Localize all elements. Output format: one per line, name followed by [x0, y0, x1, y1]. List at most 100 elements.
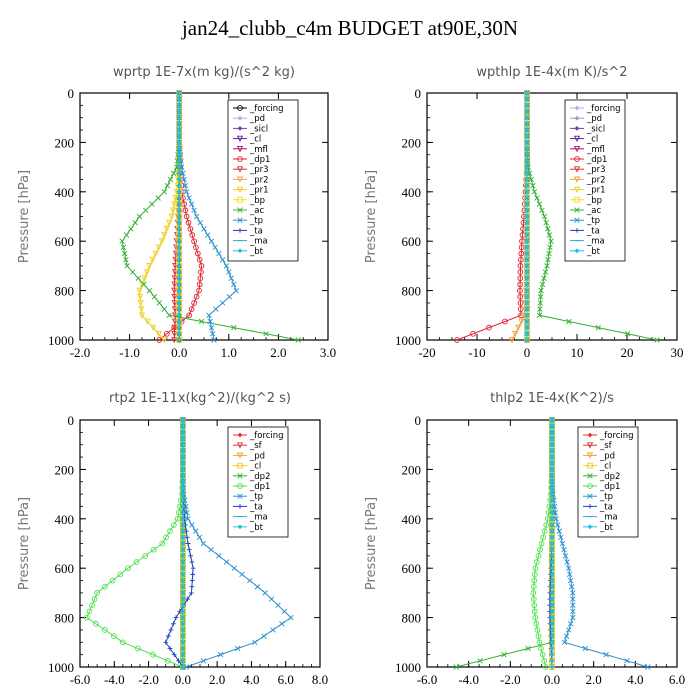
legend-label: _sicl	[586, 124, 605, 134]
legend-label: _ma	[249, 513, 268, 523]
legend-marker	[574, 248, 580, 254]
data-point	[111, 633, 117, 639]
data-point	[254, 584, 261, 590]
data-point	[524, 226, 530, 232]
data-point	[205, 232, 211, 238]
data-point	[176, 90, 182, 96]
data-point	[180, 510, 186, 516]
data-point	[549, 609, 555, 614]
data-point	[524, 331, 530, 337]
legend-label: _ma	[586, 237, 605, 247]
data-point	[216, 553, 222, 559]
legend-marker	[237, 504, 243, 509]
y-axis-label: Pressure [hPa]	[17, 497, 32, 590]
data-point	[193, 293, 200, 300]
data-point	[288, 614, 294, 621]
legend-marker	[587, 504, 593, 509]
data-point	[180, 621, 186, 627]
legend-box	[564, 99, 626, 262]
x-tick-label: -20	[418, 345, 435, 360]
data-point	[565, 627, 572, 633]
data-point	[532, 565, 539, 572]
data-point	[196, 534, 203, 541]
data-point	[166, 312, 172, 319]
data-point	[193, 244, 199, 251]
legend-marker	[237, 115, 243, 121]
x-tick-label: 1.0	[221, 345, 237, 360]
data-point	[549, 615, 555, 620]
data-point	[549, 664, 555, 670]
y-tick-label: 600	[402, 234, 422, 249]
data-point	[549, 547, 555, 553]
data-point	[558, 534, 564, 541]
legend: _forcing_pd_sicl_cl_mfl_dp1_pr3_pr2_pr1_…	[227, 99, 299, 262]
data-point	[624, 658, 630, 664]
data-point	[268, 596, 275, 602]
data-point	[531, 189, 538, 195]
legend-marker	[236, 186, 244, 194]
legend-label: _tp	[599, 492, 613, 502]
data-point	[219, 257, 226, 263]
data-point	[180, 590, 186, 596]
data-point	[180, 584, 186, 590]
data-point	[109, 577, 116, 584]
data-point	[180, 565, 186, 571]
x-tick-label: -1.0	[119, 345, 140, 360]
data-point	[549, 627, 555, 633]
legend-label: _ma	[599, 513, 618, 523]
data-point	[549, 497, 555, 503]
data-point	[486, 324, 492, 331]
data-point	[86, 608, 93, 615]
legend-label: _pd	[249, 451, 265, 461]
data-point	[180, 467, 186, 472]
data-point	[189, 559, 195, 565]
legend-marker	[236, 166, 244, 173]
data-point	[180, 170, 186, 176]
legend-marker	[237, 524, 243, 530]
data-point	[171, 300, 178, 307]
data-point	[188, 553, 193, 559]
y-tick-label: 0	[68, 413, 75, 428]
data-point	[161, 306, 168, 312]
data-point	[171, 652, 177, 658]
data-point	[171, 318, 179, 325]
legend-marker	[587, 483, 593, 489]
chart-panel-4: thlp2 1E-4x(K^2)/s Pressure [hPa] -6.0 -4.0…	[364, 391, 685, 687]
data-point	[163, 225, 170, 233]
y-tick-label: 200	[55, 135, 75, 150]
legend-label: _bp	[586, 196, 602, 206]
data-point	[508, 337, 516, 344]
data-point	[198, 269, 204, 275]
panel-title: thlp2 1E-4x(K^2)/s	[490, 391, 614, 406]
data-point	[194, 250, 201, 257]
data-point	[524, 337, 530, 343]
data-point	[180, 491, 186, 497]
data-point	[201, 226, 207, 232]
legend-marker	[573, 145, 581, 153]
x-tick-label: -10	[468, 345, 485, 360]
data-point	[223, 559, 230, 565]
data-point	[143, 269, 151, 276]
y-tick-label: 400	[402, 512, 422, 527]
x-tick-label: 6.0	[669, 672, 685, 687]
data-point	[168, 213, 175, 220]
data-point	[192, 528, 199, 534]
data-point	[524, 152, 530, 158]
data-point	[524, 312, 530, 318]
x-tick-label: 6.0	[278, 672, 294, 687]
data-point	[603, 651, 609, 658]
data-point	[517, 281, 523, 288]
series-bt	[176, 90, 182, 343]
data-point	[553, 516, 559, 522]
legend-label: _cl	[249, 462, 261, 472]
data-point	[546, 232, 553, 238]
data-point	[180, 646, 186, 651]
data-point	[176, 152, 182, 158]
data-point	[176, 140, 182, 145]
data-point	[176, 244, 182, 250]
data-point	[548, 238, 554, 244]
data-point	[171, 275, 178, 282]
data-point	[524, 177, 530, 182]
data-point	[239, 571, 245, 578]
legend-marker	[586, 452, 594, 459]
